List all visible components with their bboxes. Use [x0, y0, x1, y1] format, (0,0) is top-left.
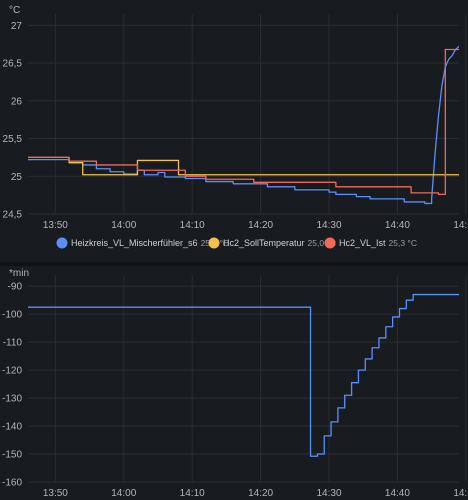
series-line-0 [28, 293, 459, 457]
legend-series-value: 25,0 °C [308, 238, 336, 248]
series-line-0 [28, 45, 459, 205]
legend-item[interactable]: Hc2_SollTemperatur 25,0 °C [208, 237, 337, 249]
y-tick-label: -160 [2, 478, 22, 489]
minutes-grid [28, 275, 467, 483]
x-tick-label: 14:30 [317, 488, 342, 499]
y-tick-label: 26,5 [3, 59, 23, 70]
temperature-grid [28, 14, 467, 215]
temperature-panel: °C 24,5 25 25,5 26 26,5 27 13:50 14:00 14:10 14:… [2, 5, 468, 249]
minutes-unit-label: *min [9, 268, 29, 279]
y-tick-label: 25 [11, 172, 23, 183]
x-tick-label: 14:50 [453, 220, 468, 231]
x-tick-label: 14:00 [111, 488, 136, 499]
y-tick-label: -110 [3, 338, 23, 349]
legend-color-dot [324, 237, 336, 249]
minutes-y-axis: -160 -150 -140 -130 -120 -110 -100 -90 [2, 282, 22, 489]
temperature-y-axis: 24,5 25 25,5 26 26,5 27 [3, 21, 23, 221]
x-tick-label: 14:20 [248, 488, 273, 499]
x-tick-label: 13:50 [43, 488, 68, 499]
legend-series-name: Hc2_SollTemperatur [223, 238, 305, 248]
legend-item[interactable]: Heizkreis_VL_Mischerfühler_s625,3 °C [56, 237, 230, 249]
y-tick-label: 27 [11, 21, 23, 32]
legend-item[interactable]: Hc2_VL_Ist 25,3 °C [324, 237, 417, 249]
x-tick-label: 14:10 [180, 488, 205, 499]
legend-color-dot [56, 237, 68, 249]
legend-series-value: 25,3 °C [389, 238, 417, 248]
x-tick-label: 14:20 [248, 220, 273, 231]
y-tick-label: -150 [2, 450, 22, 461]
legend-series-name: Heizkreis_VL_Mischerfühler_s6 [71, 238, 198, 248]
x-tick-label: 14:50 [453, 488, 468, 499]
y-tick-label: 26 [11, 96, 23, 107]
y-tick-label: -90 [8, 282, 23, 293]
y-tick-label: -140 [2, 422, 22, 433]
temperature-unit-label: °C [9, 5, 20, 16]
x-tick-label: 14:10 [180, 220, 205, 231]
temperature-legend[interactable]: Heizkreis_VL_Mischerfühler_s625,3 °CHc2_… [56, 237, 417, 249]
minutes-x-axis: 13:50 14:00 14:10 14:20 14:30 14:40 14:50 [43, 488, 468, 499]
temperature-series [28, 45, 459, 205]
y-tick-label: 25,5 [3, 134, 23, 145]
minutes-panel: *min -160 -150 -140 -130 -120 -110 -100 -90 13:… [0, 266, 468, 500]
y-tick-label: -100 [2, 310, 22, 321]
x-tick-label: 14:40 [385, 488, 410, 499]
y-tick-label: 24,5 [3, 210, 23, 221]
legend-series-name: Hc2_VL_Ist [339, 238, 386, 248]
legend-color-dot [208, 237, 220, 249]
y-tick-label: -130 [2, 394, 22, 405]
series-line-2 [28, 48, 459, 196]
x-tick-label: 14:00 [111, 220, 136, 231]
temperature-x-axis: 13:50 14:00 14:10 14:20 14:30 14:40 14:50 [43, 220, 468, 231]
x-tick-label: 14:40 [385, 220, 410, 231]
x-tick-label: 13:50 [43, 220, 68, 231]
y-tick-label: -120 [2, 366, 22, 377]
minutes-series [28, 293, 459, 457]
x-tick-label: 14:30 [317, 220, 342, 231]
